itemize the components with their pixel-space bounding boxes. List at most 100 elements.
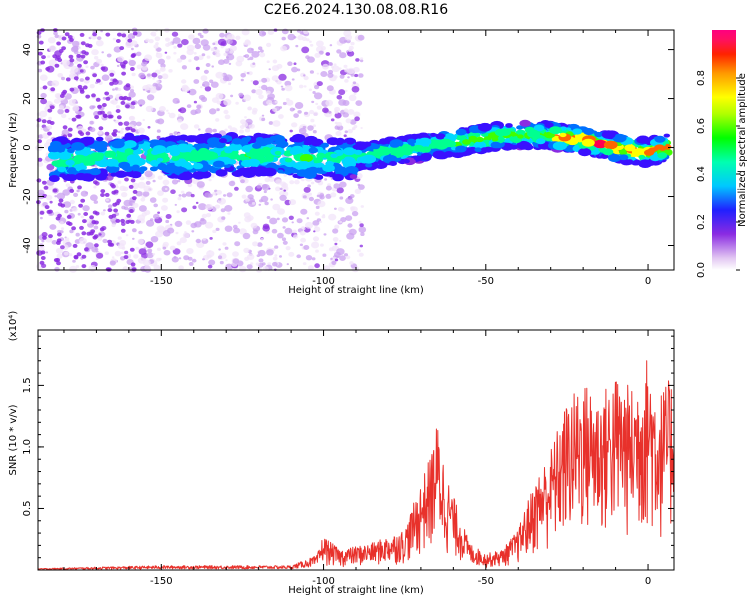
spectrogram-cell — [215, 71, 224, 79]
spectrogram-cell — [328, 110, 332, 114]
spectrogram-cell — [130, 85, 134, 89]
spectrogram-cell — [638, 159, 653, 168]
spectrogram-cell — [298, 127, 307, 135]
spectrogram-cell — [245, 197, 250, 202]
snr-background — [38, 330, 674, 570]
spectrogram-cell — [314, 84, 320, 90]
spectrogram-cell — [156, 247, 161, 251]
spectrogram-cell — [224, 205, 233, 212]
spectrogram-cell — [40, 216, 43, 220]
spectrogram-cell — [57, 229, 62, 234]
spectrogram-cell — [69, 37, 74, 42]
spectrogram-cell — [636, 135, 650, 144]
spectrogram-cell — [176, 241, 182, 246]
spectrogram-cell — [85, 65, 89, 69]
spectrogram-cell — [348, 94, 357, 102]
spectrogram-cell — [192, 171, 206, 180]
spectrogram-cell — [73, 76, 79, 81]
spectrogram-cell — [572, 128, 583, 135]
spectrogram-cell — [218, 198, 222, 201]
spectrogram-cell — [58, 198, 64, 203]
spectrogram-cell — [347, 67, 355, 75]
spectrogram-cell — [132, 164, 140, 170]
spectrogram-cell — [152, 145, 167, 154]
spectrogram-cell — [109, 242, 115, 247]
spectrogram-cell — [128, 59, 136, 67]
spectrogram-cell — [313, 92, 323, 100]
spectrogram-cell — [117, 88, 122, 91]
spectrogram-cell — [124, 132, 135, 139]
spectrogram-cell — [224, 128, 228, 132]
spectrogram-cell — [68, 117, 71, 120]
spectrogram-cell — [302, 195, 307, 199]
spectrogram-y-tick-label: -40 — [22, 237, 33, 253]
spectrogram-cell — [95, 97, 101, 102]
spectrogram-cell — [142, 191, 150, 197]
spectrogram-cell — [63, 251, 69, 256]
spectrogram-cell — [272, 256, 278, 261]
spectrogram-cell — [462, 139, 471, 145]
spectrogram-cell — [224, 225, 233, 232]
spectrogram-cell — [164, 51, 168, 54]
spectrogram-cell — [251, 202, 256, 205]
spectrogram-cell — [322, 253, 327, 257]
spectrogram-cell — [243, 55, 247, 58]
spectrogram-cell — [332, 237, 339, 242]
spectrogram-cell — [358, 73, 364, 78]
spectrogram-cell — [248, 123, 255, 129]
spectrogram-cell — [181, 65, 187, 70]
spectrogram-cell — [129, 247, 135, 252]
spectrogram-cell — [41, 239, 45, 243]
spectrogram-cell — [180, 54, 187, 60]
spectrogram-cell — [325, 52, 331, 56]
spectrogram-cell — [163, 249, 171, 256]
spectrogram-cell — [157, 175, 163, 180]
spectrogram-cell — [97, 130, 103, 135]
colorbar-tick-label: 0.6 — [696, 118, 707, 134]
spectrogram-cell — [188, 34, 195, 40]
spectrogram-cell — [267, 93, 275, 100]
spectrogram-cell — [352, 81, 357, 85]
spectrogram-cell — [138, 230, 143, 235]
spectrogram-cell — [138, 248, 147, 255]
spectrogram-cell — [92, 73, 97, 78]
spectrogram-cell — [129, 209, 134, 213]
spectrogram-cell — [47, 37, 56, 44]
spectrogram-cell — [147, 248, 153, 253]
spectrogram-cell — [109, 260, 116, 266]
spectrogram-cell — [143, 185, 151, 192]
spectrogram-cell — [157, 211, 161, 214]
spectrogram-cell — [335, 131, 342, 136]
spectrogram-cell — [292, 163, 300, 168]
spectrogram-cell — [68, 99, 77, 106]
spectrogram-cell — [105, 198, 109, 202]
spectrogram-x-tick-label: 0 — [645, 276, 651, 287]
spectrogram-cell — [177, 114, 182, 117]
spectrogram-cell — [328, 213, 337, 221]
spectrogram-cell — [638, 154, 646, 160]
spectrogram-cell — [343, 40, 347, 43]
spectrogram-cell — [272, 203, 281, 211]
spectrogram-cell — [252, 241, 259, 247]
spectrogram-cell — [229, 45, 237, 52]
spectrogram-cell — [269, 135, 279, 141]
spectrogram-cell — [338, 67, 342, 70]
spectrogram-cell — [67, 133, 73, 138]
spectrogram-cell — [312, 236, 320, 242]
spectrogram-cell — [632, 160, 640, 165]
spectrogram-cell — [279, 255, 282, 258]
spectrogram-cell — [95, 136, 104, 142]
spectrogram-cell — [137, 181, 146, 189]
spectrogram-cell — [280, 185, 289, 192]
spectrogram-cell — [265, 90, 271, 95]
spectrogram-cell — [210, 81, 219, 88]
spectrogram-cell — [59, 173, 67, 178]
spectrogram-y-axis-label: Frequency (Hz) — [8, 112, 19, 188]
spectrogram-cell — [459, 135, 467, 140]
spectrogram-cell — [166, 109, 169, 112]
spectrogram-cell — [142, 88, 146, 91]
spectrogram-cell — [177, 196, 182, 201]
spectrogram-cell — [278, 141, 289, 148]
spectrogram-cell — [435, 141, 448, 150]
spectrogram-cell — [45, 251, 49, 254]
